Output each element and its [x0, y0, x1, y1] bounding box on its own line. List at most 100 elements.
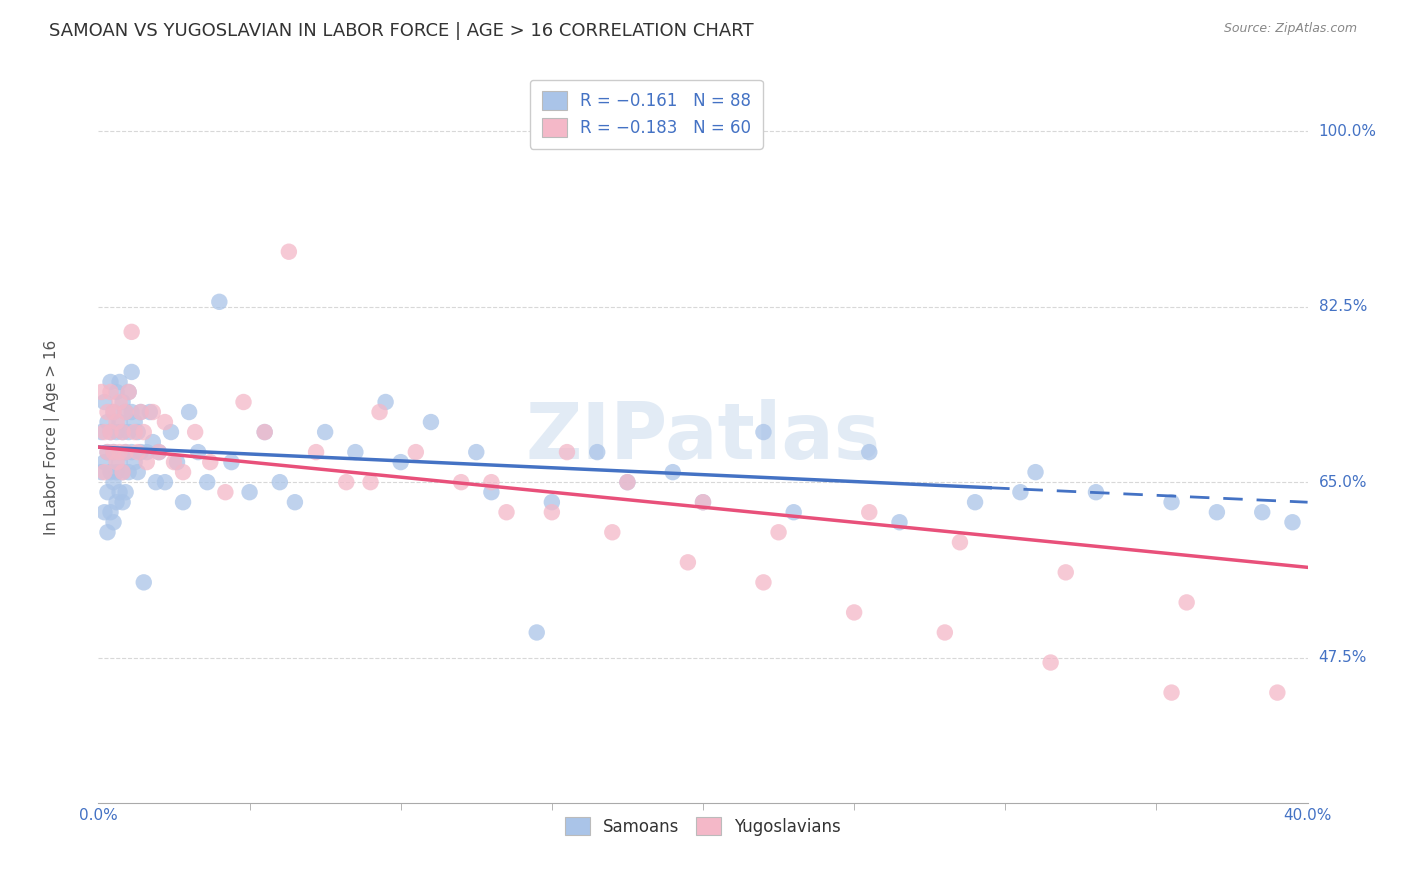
Point — [103, 515, 125, 529]
Point — [93, 505, 115, 519]
Point — [118, 425, 141, 439]
Point — [253, 425, 276, 439]
Point — [768, 525, 790, 540]
Point — [389, 455, 412, 469]
Point — [100, 465, 122, 479]
Point — [195, 475, 218, 490]
Point — [172, 495, 194, 509]
Point — [96, 415, 118, 429]
Point — [187, 445, 209, 459]
Point — [200, 455, 222, 469]
Point — [232, 395, 254, 409]
Point — [495, 505, 517, 519]
Point — [269, 475, 291, 490]
Point — [105, 415, 128, 429]
Point — [111, 465, 134, 479]
Point — [111, 425, 134, 439]
Point — [132, 425, 155, 439]
Point — [889, 515, 911, 529]
Point — [96, 485, 118, 500]
Point — [111, 425, 134, 439]
Point — [1175, 595, 1198, 609]
Legend: Samoans, Yugoslavians: Samoans, Yugoslavians — [555, 807, 851, 846]
Point — [1039, 656, 1062, 670]
Point — [148, 445, 170, 459]
Point — [103, 405, 125, 419]
Point — [90, 425, 112, 439]
Point — [96, 445, 118, 459]
Point — [314, 425, 336, 439]
Point — [1267, 685, 1289, 699]
Text: 65.0%: 65.0% — [1319, 475, 1367, 490]
Point — [1085, 485, 1108, 500]
Point — [783, 505, 806, 519]
Point — [129, 405, 152, 419]
Point — [103, 475, 125, 490]
Point — [602, 525, 624, 540]
Point — [221, 455, 243, 469]
Point — [360, 475, 382, 490]
Point — [1054, 566, 1077, 580]
Text: 100.0%: 100.0% — [1319, 124, 1376, 139]
Point — [465, 445, 488, 459]
Point — [555, 445, 578, 459]
Point — [616, 475, 638, 490]
Point — [100, 375, 122, 389]
Point — [100, 425, 122, 439]
Point — [93, 465, 115, 479]
Point — [253, 425, 276, 439]
Point — [676, 555, 699, 569]
Point — [965, 495, 987, 509]
Point — [142, 405, 165, 419]
Point — [108, 375, 131, 389]
Point — [108, 455, 131, 469]
Point — [1251, 505, 1274, 519]
Point — [105, 495, 128, 509]
Point — [103, 445, 125, 459]
Point — [96, 525, 118, 540]
Point — [184, 425, 207, 439]
Point — [108, 445, 131, 459]
Point — [96, 405, 118, 419]
Point — [114, 445, 136, 459]
Point — [1010, 485, 1032, 500]
Point — [93, 395, 115, 409]
Point — [108, 485, 131, 500]
Point — [526, 625, 548, 640]
Point — [692, 495, 714, 509]
Point — [103, 405, 125, 419]
Point — [239, 485, 262, 500]
Point — [108, 415, 131, 429]
Point — [129, 445, 152, 459]
Point — [368, 405, 391, 419]
Point — [586, 445, 609, 459]
Point — [118, 384, 141, 399]
Point — [858, 505, 880, 519]
Point — [127, 445, 149, 459]
Point — [277, 244, 299, 259]
Point — [405, 445, 427, 459]
Text: Source: ZipAtlas.com: Source: ZipAtlas.com — [1223, 22, 1357, 36]
Point — [661, 465, 683, 479]
Point — [344, 445, 367, 459]
Point — [481, 475, 503, 490]
Text: SAMOAN VS YUGOSLAVIAN IN LABOR FORCE | AGE > 16 CORRELATION CHART: SAMOAN VS YUGOSLAVIAN IN LABOR FORCE | A… — [49, 22, 754, 40]
Point — [208, 294, 231, 309]
Point — [100, 425, 122, 439]
Point — [108, 395, 131, 409]
Text: ZIPatlas: ZIPatlas — [526, 399, 880, 475]
Point — [163, 455, 186, 469]
Point — [160, 425, 183, 439]
Point — [153, 475, 176, 490]
Point — [481, 485, 503, 500]
Point — [127, 465, 149, 479]
Point — [114, 485, 136, 500]
Point — [132, 575, 155, 590]
Point — [124, 415, 146, 429]
Point — [172, 465, 194, 479]
Text: In Labor Force | Age > 16: In Labor Force | Age > 16 — [45, 340, 60, 534]
Point — [145, 475, 167, 490]
Point — [752, 575, 775, 590]
Point — [124, 425, 146, 439]
Point — [111, 395, 134, 409]
